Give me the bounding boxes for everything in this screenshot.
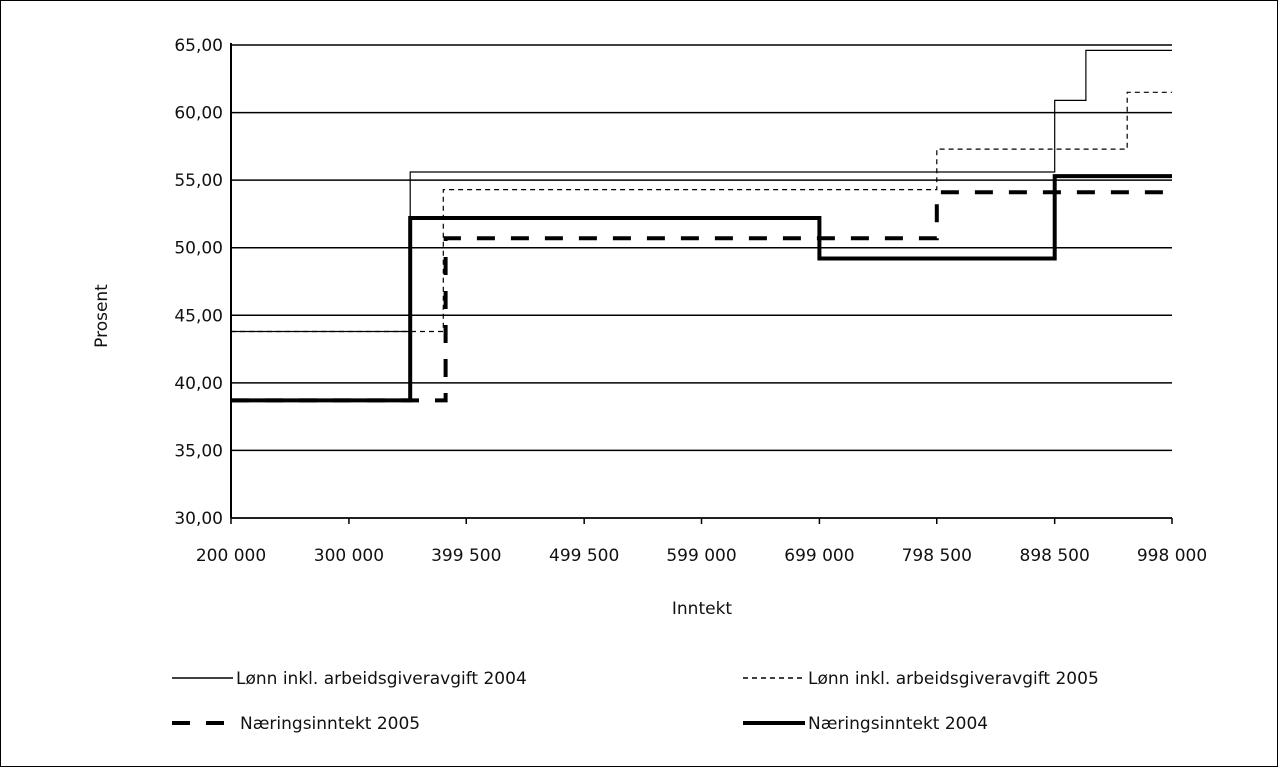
x-tick-label: 898 500 (1020, 546, 1090, 566)
y-tick-label: 60,00 (174, 104, 223, 124)
legend-label-lonn-2004: Lønn inkl. arbeidsgiveravgift 2004 (236, 669, 527, 689)
legend-label-naering-2004: Næringsinntekt 2004 (808, 714, 988, 734)
y-tick-label: 30,00 (174, 509, 223, 529)
grid-lines (231, 44, 1172, 519)
series-lines (231, 49, 1172, 403)
x-tick-label: 699 000 (784, 546, 854, 566)
y-axis-label: Prosent (92, 284, 112, 348)
x-tick-label: 499 500 (549, 546, 619, 566)
y-tick-label: 45,00 (174, 306, 223, 326)
y-tick-label: 55,00 (174, 171, 223, 191)
x-tick-label: 599 000 (666, 546, 736, 566)
x-tick-label: 200 000 (196, 546, 266, 566)
series-line-0 (231, 49, 1172, 333)
x-tick-label: 798 500 (902, 546, 972, 566)
legend-label-naering-2005: Næringsinntekt 2005 (240, 714, 420, 734)
series-line-1 (231, 91, 1172, 333)
legend: Lønn inkl. arbeidsgiveravgift 2004 Lønn … (172, 669, 1099, 734)
series-line-2 (231, 190, 1172, 403)
y-tick-label: 40,00 (174, 374, 223, 394)
series-line-3 (231, 174, 1172, 403)
y-tick-label: 65,00 (174, 36, 223, 56)
x-tick-label: 300 000 (314, 546, 384, 566)
y-tick-label: 50,00 (174, 239, 223, 259)
x-tick-label: 998 000 (1137, 546, 1207, 566)
tick-labels: 30,00 35,00 40,00 45,00 50,00 55,00 60,00 65,00… (174, 36, 1207, 566)
x-tick-label: 399 500 (431, 546, 501, 566)
axes (230, 43, 1173, 524)
y-tick-label: 35,00 (174, 441, 223, 461)
legend-label-lonn-2005: Lønn inkl. arbeidsgiveravgift 2005 (808, 669, 1099, 689)
x-axis-label: Inntekt (672, 599, 733, 619)
